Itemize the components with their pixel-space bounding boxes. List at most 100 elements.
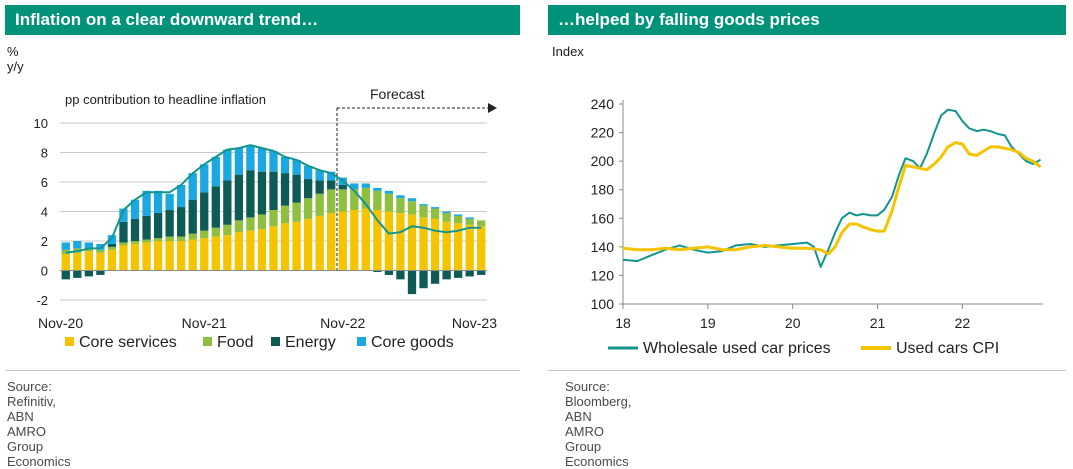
y-tick-label: 100 bbox=[591, 296, 615, 312]
y-tick-label: 120 bbox=[591, 267, 615, 283]
headline-inflation-line bbox=[65, 144, 482, 254]
bar-core-services bbox=[361, 208, 370, 271]
x-tick-label: Nov-22 bbox=[320, 315, 365, 331]
bar-core-goods bbox=[465, 217, 474, 219]
x-tick-label: 18 bbox=[615, 315, 631, 331]
bar-food bbox=[223, 224, 232, 236]
bar-core-services bbox=[430, 218, 440, 271]
bar-food bbox=[84, 248, 94, 252]
left-chart-title: Inflation on a clear downward trend… bbox=[5, 5, 520, 35]
y-tick-label: 0 bbox=[41, 264, 48, 279]
bar-food bbox=[315, 193, 324, 216]
bar-food bbox=[200, 230, 209, 239]
bar-food bbox=[303, 198, 313, 219]
legend-label: Core goods bbox=[371, 334, 454, 351]
bar-core-goods bbox=[303, 165, 313, 180]
bar-food bbox=[384, 193, 394, 212]
bar-core-goods bbox=[142, 190, 151, 216]
bar-core-services bbox=[373, 210, 382, 271]
bar-food bbox=[338, 189, 347, 212]
bar-food bbox=[153, 238, 163, 241]
legend-label: Energy bbox=[285, 334, 336, 351]
bar-energy bbox=[223, 180, 232, 225]
bar-energy bbox=[419, 270, 428, 289]
bar-core-goods bbox=[246, 145, 255, 171]
y-tick-label: 6 bbox=[41, 175, 48, 190]
bar-energy bbox=[303, 179, 313, 199]
bar-core-services bbox=[327, 212, 336, 271]
bar-core-goods bbox=[453, 214, 463, 216]
bar-food bbox=[396, 198, 405, 213]
bar-energy bbox=[96, 270, 105, 275]
bar-energy bbox=[269, 171, 278, 211]
y-tick-label: 4 bbox=[41, 205, 48, 220]
bar-core-services bbox=[419, 217, 428, 271]
y-tick-label: 8 bbox=[41, 146, 48, 161]
bar-food bbox=[177, 236, 186, 241]
bar-core-goods bbox=[384, 190, 394, 194]
bar-core-services bbox=[211, 236, 220, 271]
bar-core-services bbox=[453, 223, 463, 271]
bar-energy bbox=[442, 270, 451, 280]
bar-core-services bbox=[119, 245, 128, 271]
series-line-wholesale-used-car-prices bbox=[622, 108, 1041, 268]
bar-core-goods bbox=[350, 183, 359, 190]
bar-energy bbox=[211, 186, 220, 228]
bar-core-services bbox=[234, 232, 244, 271]
bar-core-services bbox=[153, 241, 163, 271]
bar-core-goods bbox=[430, 207, 440, 209]
right-divider bbox=[548, 370, 1066, 371]
bar-food bbox=[477, 220, 486, 227]
y-tick-label: 240 bbox=[591, 96, 615, 112]
bar-core-services bbox=[107, 249, 117, 271]
bar-food bbox=[246, 217, 255, 231]
x-tick-label: Nov-21 bbox=[182, 315, 227, 331]
bar-core-services bbox=[315, 215, 324, 271]
bar-core-goods bbox=[130, 199, 140, 219]
bar-energy bbox=[338, 184, 347, 190]
bar-energy bbox=[407, 270, 417, 295]
bar-food bbox=[407, 201, 417, 215]
bar-core-goods bbox=[419, 204, 428, 206]
right-y-unit-label: Index bbox=[552, 44, 584, 59]
bar-core-services bbox=[223, 235, 232, 271]
bar-core-goods bbox=[153, 190, 163, 213]
left-divider bbox=[5, 370, 520, 371]
bar-food bbox=[442, 212, 451, 222]
legend-swatch bbox=[203, 337, 212, 346]
bar-core-goods bbox=[407, 198, 417, 202]
bar-food bbox=[165, 236, 174, 241]
bar-core-services bbox=[246, 230, 255, 271]
bar-food bbox=[96, 249, 105, 253]
bar-energy bbox=[142, 215, 151, 240]
bar-energy bbox=[119, 221, 128, 243]
bar-core-goods bbox=[257, 148, 267, 172]
bar-energy bbox=[130, 218, 140, 241]
bar-energy bbox=[153, 212, 163, 239]
bar-energy bbox=[61, 270, 70, 280]
bar-food bbox=[419, 205, 428, 218]
bar-core-services bbox=[292, 221, 301, 271]
bar-food bbox=[269, 210, 278, 227]
bar-core-services bbox=[73, 252, 82, 271]
bar-core-goods bbox=[177, 184, 186, 208]
bar-core-goods bbox=[61, 242, 70, 250]
y-tick-label: 200 bbox=[591, 153, 615, 169]
bar-core-services bbox=[465, 224, 474, 271]
bar-energy bbox=[107, 243, 117, 247]
bar-core-services bbox=[142, 242, 151, 271]
legend-swatch bbox=[357, 337, 366, 346]
bar-food bbox=[188, 233, 197, 240]
y-tick-label: 10 bbox=[34, 116, 48, 131]
bar-food bbox=[453, 215, 463, 224]
bar-energy bbox=[396, 270, 405, 280]
bar-core-goods bbox=[188, 173, 197, 200]
bar-core-goods bbox=[269, 151, 278, 172]
bar-core-goods bbox=[223, 149, 232, 181]
y-tick-label: 2 bbox=[41, 234, 48, 249]
bar-core-services bbox=[130, 243, 140, 271]
bar-food bbox=[430, 208, 440, 219]
bar-core-goods bbox=[84, 242, 94, 249]
bar-core-services bbox=[61, 254, 70, 271]
bar-energy bbox=[430, 270, 440, 284]
